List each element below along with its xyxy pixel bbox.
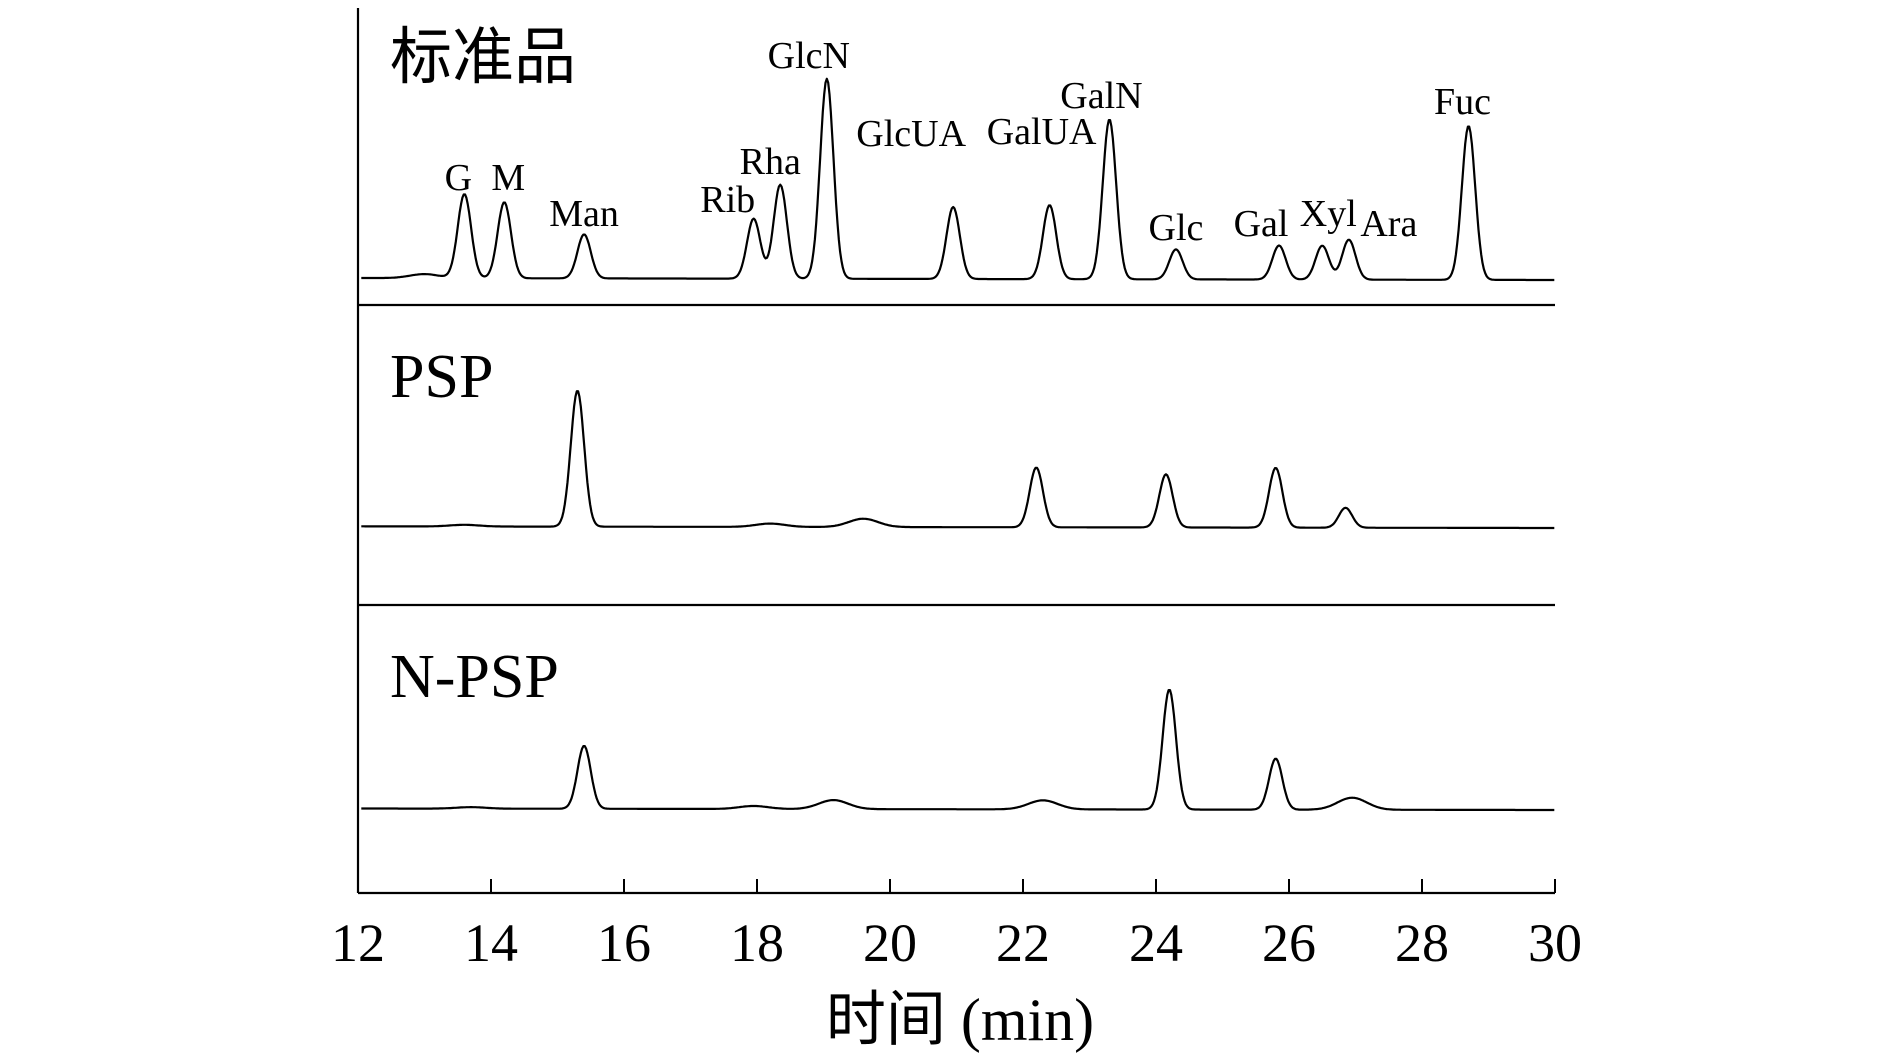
x-axis-label: 时间 (min)	[826, 987, 1094, 1053]
peak-label: GlcN	[768, 35, 850, 77]
axes: 12 14 16 18 20 22 24 26 28 30	[331, 8, 1582, 973]
x-tick-label: 30	[1528, 913, 1582, 973]
x-tick-label: 24	[1129, 913, 1183, 973]
peak-label: GlcUA	[856, 113, 966, 155]
x-tick-label: 14	[464, 913, 518, 973]
x-tick-label: 22	[996, 913, 1050, 973]
peak-label: Gal	[1234, 203, 1289, 245]
x-tick-label: 12	[331, 913, 385, 973]
peak-label: Man	[549, 193, 619, 235]
peak-label: G	[445, 157, 472, 199]
peak-label: Glc	[1149, 207, 1204, 249]
panel-label: N-PSP	[390, 643, 559, 711]
x-tick-label: 16	[597, 913, 651, 973]
traces	[361, 77, 1555, 812]
x-tick-label: 20	[863, 913, 917, 973]
peak-label: M	[491, 157, 525, 199]
x-tick-label: 18	[730, 913, 784, 973]
peak-label: Ara	[1360, 203, 1417, 245]
trace-2	[361, 689, 1555, 812]
peak-label: Fuc	[1434, 81, 1491, 123]
x-tick-label: 28	[1395, 913, 1449, 973]
peak-label: GalUA	[987, 111, 1097, 153]
x-tick-label: 26	[1262, 913, 1316, 973]
trace-1	[361, 390, 1555, 530]
peak-label: Rha	[740, 141, 801, 183]
panel-label: PSP	[390, 343, 493, 411]
peak-label: Xyl	[1300, 193, 1357, 235]
peak-label: Rib	[700, 179, 755, 221]
panel-label: 标准品	[390, 24, 576, 92]
peak-label: GalN	[1060, 75, 1142, 117]
trace-0	[361, 77, 1555, 282]
